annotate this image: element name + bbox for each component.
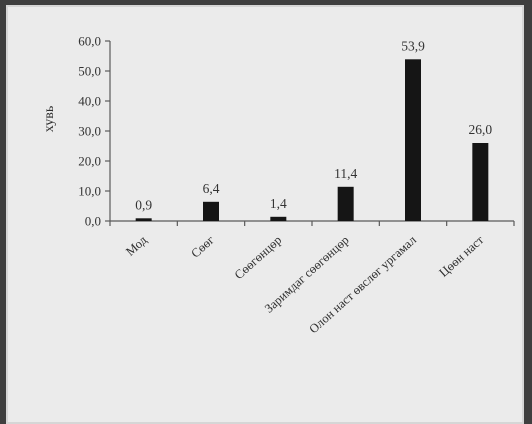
x-axis — [109, 220, 515, 226]
data-label: 53,9 — [401, 38, 425, 53]
chart-panel: хувь 0,0 10,0 20,0 30,0 40,0 50,0 60,0 0,9 6,4 1… — [6, 5, 524, 424]
bar — [337, 186, 354, 221]
bar-chart: хувь 0,0 10,0 20,0 30,0 40,0 50,0 60,0 0,9 6,4 1… — [42, 34, 515, 336]
bar — [270, 216, 287, 221]
y-tick-label: 50,0 — [78, 64, 101, 79]
y-tick-label: 60,0 — [78, 34, 101, 49]
category-label: Мод — [123, 232, 150, 258]
data-label: 26,0 — [469, 122, 493, 137]
category-label: Олон наст өвслөг ургамал — [306, 233, 419, 336]
data-label: 11,4 — [334, 166, 357, 181]
bars — [135, 59, 489, 221]
data-label: 6,4 — [203, 181, 220, 196]
y-tick-label: 30,0 — [78, 124, 101, 139]
data-label: 0,9 — [135, 197, 152, 212]
y-axis: 0,0 10,0 20,0 30,0 40,0 50,0 60,0 — [78, 34, 111, 229]
category-label: Сөөгөнцөр — [232, 233, 285, 282]
y-axis-title: хувь — [42, 106, 57, 132]
y-tick-label: 0,0 — [85, 214, 101, 229]
category-label: Сөөг — [188, 233, 217, 261]
category-label: Цөөн наст — [436, 232, 486, 279]
y-tick-label: 40,0 — [78, 94, 101, 109]
bar — [405, 59, 421, 221]
bar — [472, 143, 489, 221]
data-label: 1,4 — [270, 196, 287, 211]
data-labels: 0,9 6,4 1,4 11,4 53,9 26,0 — [135, 38, 492, 212]
bar — [135, 218, 152, 221]
y-tick-label: 20,0 — [78, 154, 101, 169]
y-tick-label: 10,0 — [78, 184, 101, 199]
bar — [203, 201, 219, 221]
